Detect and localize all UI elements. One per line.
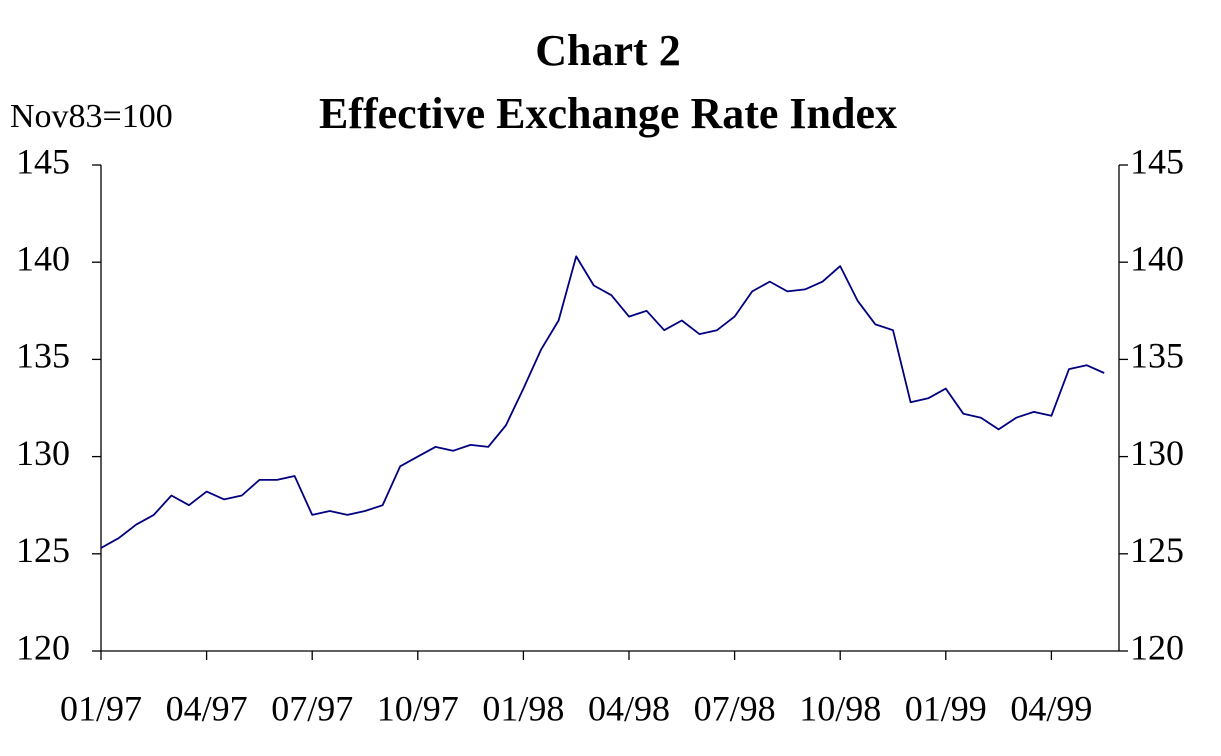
chart-title: Chart 2 [535, 26, 680, 75]
chart-subtitle: Effective Exchange Rate Index [319, 89, 897, 138]
y2-tick-label: 120 [1130, 627, 1184, 667]
x-tick-label: 07/98 [694, 688, 776, 728]
x-tick-label: 04/98 [588, 688, 670, 728]
y-tick-label: 130 [16, 433, 70, 473]
x-tick-label: 01/99 [905, 688, 987, 728]
x-tick-label: 01/98 [482, 688, 564, 728]
y-axis-label: Nov83=100 [10, 98, 173, 135]
y-tick-label: 140 [16, 238, 70, 278]
x-tick-label: 04/99 [1010, 688, 1092, 728]
y-tick-label: 145 [16, 141, 70, 181]
y2-tick-label: 130 [1130, 433, 1184, 473]
y2-tick-label: 145 [1130, 141, 1184, 181]
y2-tick-label: 135 [1130, 336, 1184, 376]
y2-tick-label: 125 [1130, 530, 1184, 570]
x-tick-label: 04/97 [166, 688, 248, 728]
y-tick-label: 120 [16, 627, 70, 667]
x-tick-label: 07/97 [271, 688, 353, 728]
y-tick-label: 125 [16, 530, 70, 570]
x-tick-label: 10/97 [377, 688, 459, 728]
y-tick-label: 135 [16, 336, 70, 376]
x-tick-label: 10/98 [799, 688, 881, 728]
y2-tick-label: 140 [1130, 238, 1184, 278]
line-series [100, 255, 1105, 549]
x-tick-label: 01/97 [60, 688, 142, 728]
